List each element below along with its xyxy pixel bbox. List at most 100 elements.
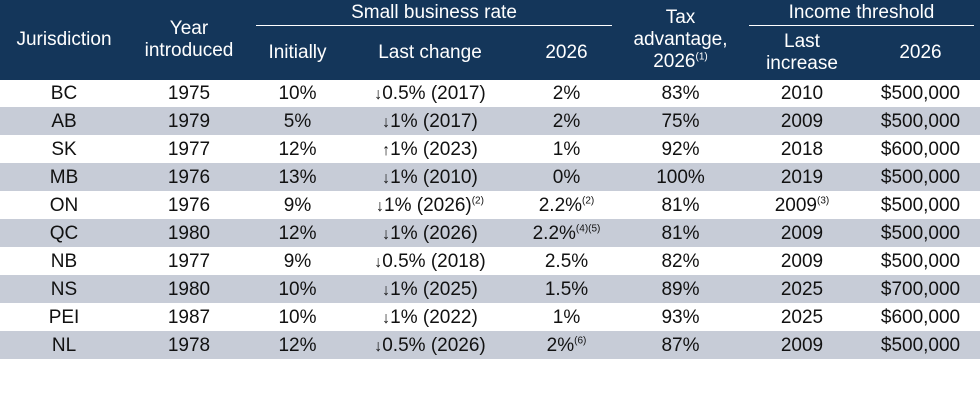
header-year-introduced: Year introduced: [128, 0, 250, 80]
cell-jurisdiction: MB: [0, 163, 128, 192]
cell-rate-2026: 1%: [515, 303, 618, 332]
initially-value: 10%: [278, 82, 317, 104]
tax-advantage-value: 83%: [661, 82, 700, 104]
cell-tax-advantage: 93%: [618, 303, 743, 332]
cell-threshold-2026: $600,000: [861, 135, 980, 164]
rate-2026-note: (6): [574, 335, 587, 347]
cell-rate-2026: 0%: [515, 163, 618, 192]
arrow-down-icon: ↓: [374, 253, 383, 271]
cell-tax-advantage: 87%: [618, 331, 743, 360]
tax-advantage-value: 81%: [661, 194, 700, 216]
arrow-down-icon: ↓: [382, 281, 391, 299]
cell-last-increase: 2010: [743, 80, 861, 108]
cell-tax-advantage: 82%: [618, 247, 743, 276]
cell-last-change: ↓1% (2017): [345, 107, 515, 136]
last-change-value: 1% (2025): [390, 278, 478, 300]
cell-threshold-2026: $700,000: [861, 275, 980, 304]
header-initially: Initially: [250, 26, 345, 80]
year-value: 1978: [167, 334, 211, 356]
last-change-value: 1% (2026): [384, 194, 472, 216]
header-income-threshold-label: Income threshold: [749, 0, 974, 26]
cell-last-change: ↓0.5% (2017): [345, 80, 515, 108]
jurisdiction-value: NS: [50, 278, 78, 300]
header-year-introduced-label: Year introduced: [144, 18, 234, 61]
last-increase-value: 2009: [780, 222, 824, 244]
header-tax-advantage-label: Tax advantage,: [633, 7, 728, 50]
year-value: 1977: [167, 138, 211, 160]
threshold-value: $700,000: [880, 278, 961, 300]
cell-tax-advantage: 92%: [618, 135, 743, 164]
cell-rate-2026: 1%: [515, 135, 618, 164]
cell-rate-2026: 2%(6): [515, 331, 618, 360]
initially-value: 12%: [278, 138, 317, 160]
cell-last-increase: 2009: [743, 247, 861, 276]
cell-threshold-2026: $600,000: [861, 303, 980, 332]
table-row: NL 1978 12% ↓0.5% (2026) 2%(6) 87% 2009 $500,00…: [0, 331, 980, 360]
header-tax-advantage-note: (1): [695, 51, 708, 63]
last-change-value: 1% (2026): [390, 222, 478, 244]
cell-jurisdiction: ON: [0, 191, 128, 220]
cell-year-introduced: 1980: [128, 219, 250, 248]
tax-advantage-value: 87%: [661, 334, 700, 356]
cell-year-introduced: 1977: [128, 135, 250, 164]
arrow-down-icon: ↓: [374, 85, 383, 103]
cell-initially: 5%: [250, 107, 345, 136]
year-value: 1987: [167, 306, 211, 328]
cell-initially: 12%: [250, 135, 345, 164]
header-threshold-2026: 2026: [861, 26, 980, 80]
table-header: Jurisdiction Year introduced Small busin…: [0, 0, 980, 80]
initially-value: 10%: [278, 278, 317, 300]
rate-2026-value: 2%: [546, 334, 575, 356]
cell-last-increase: 2019: [743, 163, 861, 192]
header-tax-advantage: Tax advantage, 2026(1): [618, 0, 743, 80]
jurisdiction-value: BC: [50, 82, 78, 104]
arrow-down-icon: ↓: [382, 113, 391, 131]
jurisdiction-value: QC: [49, 222, 79, 244]
tax-advantage-value: 82%: [661, 250, 700, 272]
arrow-down-icon: ↓: [382, 169, 391, 187]
header-last-change: Last change: [345, 26, 515, 80]
cell-rate-2026: 1.5%: [515, 275, 618, 304]
threshold-value: $500,000: [880, 222, 961, 244]
rate-2026-value: 0%: [552, 166, 581, 188]
cell-threshold-2026: $500,000: [861, 191, 980, 220]
rate-2026-note: (4)(5): [575, 223, 601, 235]
cell-year-introduced: 1976: [128, 163, 250, 192]
cell-year-introduced: 1977: [128, 247, 250, 276]
cell-initially: 12%: [250, 219, 345, 248]
year-value: 1979: [167, 110, 211, 132]
initially-value: 5%: [283, 110, 312, 132]
cell-rate-2026: 2.5%: [515, 247, 618, 276]
tax-advantage-value: 89%: [661, 278, 700, 300]
header-tax-advantage-year: 2026: [653, 51, 696, 72]
header-last-increase: Last increase: [743, 26, 861, 80]
cell-jurisdiction: QC: [0, 219, 128, 248]
header-small-business-rate-label: Small business rate: [256, 0, 612, 26]
cell-threshold-2026: $500,000: [861, 107, 980, 136]
header-rate-2026: 2026: [515, 26, 618, 80]
cell-threshold-2026: $500,000: [861, 80, 980, 108]
cell-last-increase: 2025: [743, 303, 861, 332]
cell-year-introduced: 1980: [128, 275, 250, 304]
table-body: BC 1975 10% ↓0.5% (2017) 2% 83% 2010 $500,000 AB…: [0, 80, 980, 360]
cell-tax-advantage: 89%: [618, 275, 743, 304]
cell-last-increase: 2009: [743, 331, 861, 360]
cell-initially: 10%: [250, 303, 345, 332]
last-change-value: 1% (2023): [390, 138, 478, 160]
rate-2026-value: 1.5%: [544, 278, 589, 300]
last-change-value: 1% (2010): [390, 166, 478, 188]
cell-last-increase: 2009: [743, 107, 861, 136]
threshold-value: $500,000: [880, 250, 961, 272]
initially-value: 10%: [278, 306, 317, 328]
jurisdiction-value: NL: [51, 334, 77, 356]
jurisdiction-value: MB: [49, 166, 79, 188]
arrow-up-icon: ↑: [382, 141, 391, 159]
threshold-value: $500,000: [880, 194, 961, 216]
cell-rate-2026: 2.2%(4)(5): [515, 219, 618, 248]
cell-year-introduced: 1975: [128, 80, 250, 108]
last-increase-value: 2010: [780, 82, 824, 104]
table-row: SK 1977 12% ↑1% (2023) 1% 92% 2018 $600,000: [0, 135, 980, 164]
last-change-value: 0.5% (2026): [382, 334, 486, 356]
cell-last-increase: 2009: [743, 219, 861, 248]
cell-rate-2026: 2.2%(2): [515, 191, 618, 220]
